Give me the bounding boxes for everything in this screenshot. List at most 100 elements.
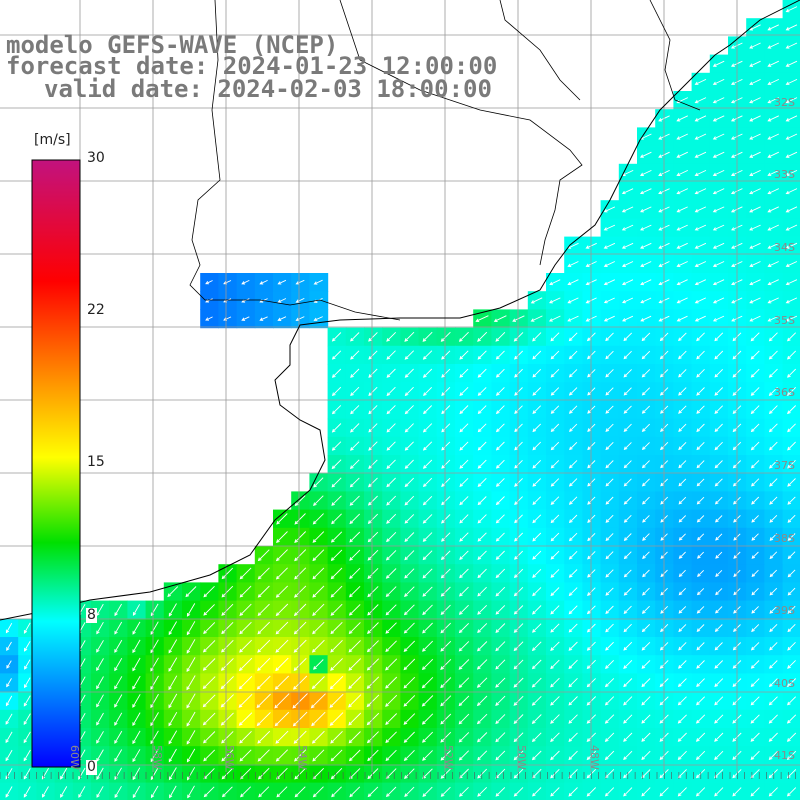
border-line <box>189 0 291 306</box>
wind-arrow <box>114 730 123 744</box>
wind-arrow <box>568 332 578 342</box>
wind-arrow <box>767 24 779 31</box>
wind-arrow <box>276 786 288 798</box>
wind-arrow <box>257 585 270 598</box>
wind-arrow <box>294 495 306 507</box>
wind-arrow <box>386 459 396 469</box>
wind-arrow <box>477 532 487 542</box>
wind-arrow <box>697 569 705 577</box>
wind-arrow <box>714 478 723 487</box>
wind-arrow <box>292 711 308 727</box>
wind-arrow <box>441 405 451 415</box>
wind-arrow <box>458 695 470 707</box>
wind-arrow <box>41 767 49 780</box>
wind-arrow <box>567 297 579 304</box>
wind-arrow <box>238 693 253 708</box>
colorbar-unit: [m/s] <box>33 132 72 148</box>
lon-label-54w: 54W <box>296 745 309 770</box>
wind-arrow <box>751 496 760 505</box>
wind-arrow <box>422 750 433 761</box>
wind-arrow <box>404 786 415 797</box>
wind-arrow <box>513 677 524 688</box>
wind-arrow <box>787 441 796 451</box>
wind-arrow <box>404 495 415 506</box>
wind-arrow <box>348 694 362 708</box>
wind-arrow <box>750 332 760 342</box>
wind-arrow <box>312 749 325 762</box>
wind-arrow <box>514 459 523 469</box>
wind-arrow <box>786 750 797 761</box>
wind-arrow <box>331 386 342 397</box>
wind-arrow <box>587 441 596 451</box>
wind-arrow <box>641 732 651 742</box>
wind-arrow <box>749 97 761 104</box>
wind-arrow <box>239 567 252 580</box>
wind-arrow <box>567 261 579 267</box>
wind-arrow <box>60 786 68 798</box>
wind-arrow <box>458 641 470 652</box>
wind-arrow <box>531 695 542 706</box>
wind-arrow <box>623 659 633 669</box>
wind-arrow <box>768 787 778 797</box>
wind-arrow <box>623 332 633 342</box>
wind-arrow <box>532 441 542 451</box>
wind-arrow <box>329 693 344 708</box>
wind-arrow <box>749 151 761 158</box>
wind-arrow <box>767 169 779 177</box>
wind-arrow <box>621 279 634 286</box>
wind-arrow <box>403 658 416 671</box>
wind-arrow <box>458 622 470 634</box>
wind-arrow <box>623 623 632 633</box>
wind-arrow <box>459 386 469 396</box>
wind-arrow <box>495 641 506 652</box>
wind-arrow <box>238 712 253 726</box>
wind-arrow <box>366 640 379 653</box>
wind-arrow <box>641 332 651 342</box>
wind-arrow <box>623 460 632 469</box>
wind-arrow <box>550 677 560 688</box>
wind-arrow <box>749 261 761 267</box>
wind-arrow <box>349 531 361 543</box>
wind-arrow <box>274 675 290 690</box>
wind-arrow <box>714 350 724 360</box>
wind-arrow <box>787 459 796 469</box>
wind-arrow <box>239 749 252 762</box>
wind-arrow <box>331 405 342 415</box>
wind-arrow <box>696 441 705 451</box>
wind-arrow <box>310 693 326 709</box>
wind-arrow <box>568 659 578 670</box>
wind-arrow <box>150 785 159 799</box>
wind-arrow <box>385 731 397 744</box>
wind-arrow <box>514 368 523 378</box>
wind-arrow <box>587 514 596 523</box>
wind-arrow <box>550 532 560 542</box>
coast-line <box>0 0 800 621</box>
wind-arrow <box>96 767 104 780</box>
wind-arrow <box>441 514 451 524</box>
wind-arrow <box>623 714 633 724</box>
wind-arrow <box>403 622 415 634</box>
wind-arrow <box>495 750 506 761</box>
wind-arrow <box>712 315 725 322</box>
wind-arrow <box>769 623 778 633</box>
wind-arrow <box>441 496 451 506</box>
wind-arrow <box>441 423 451 433</box>
wind-arrow <box>550 332 560 342</box>
wind-arrow <box>714 460 723 469</box>
wind-arrow <box>639 169 652 176</box>
wind-arrow <box>422 550 433 561</box>
wind-arrow <box>404 405 414 415</box>
wind-arrow <box>385 622 397 634</box>
wind-arrow <box>695 750 706 761</box>
wind-arrow <box>440 586 451 597</box>
wind-arrow <box>366 694 380 708</box>
wind-arrow <box>532 514 542 524</box>
wind-arrow <box>732 787 742 797</box>
wind-arrow <box>532 368 542 378</box>
wind-arrow <box>678 478 687 487</box>
wind-arrow <box>696 460 705 469</box>
wind-arrow <box>257 603 270 616</box>
wind-arrow <box>476 659 488 670</box>
wind-arrow <box>767 206 779 213</box>
wind-arrow <box>477 568 487 579</box>
